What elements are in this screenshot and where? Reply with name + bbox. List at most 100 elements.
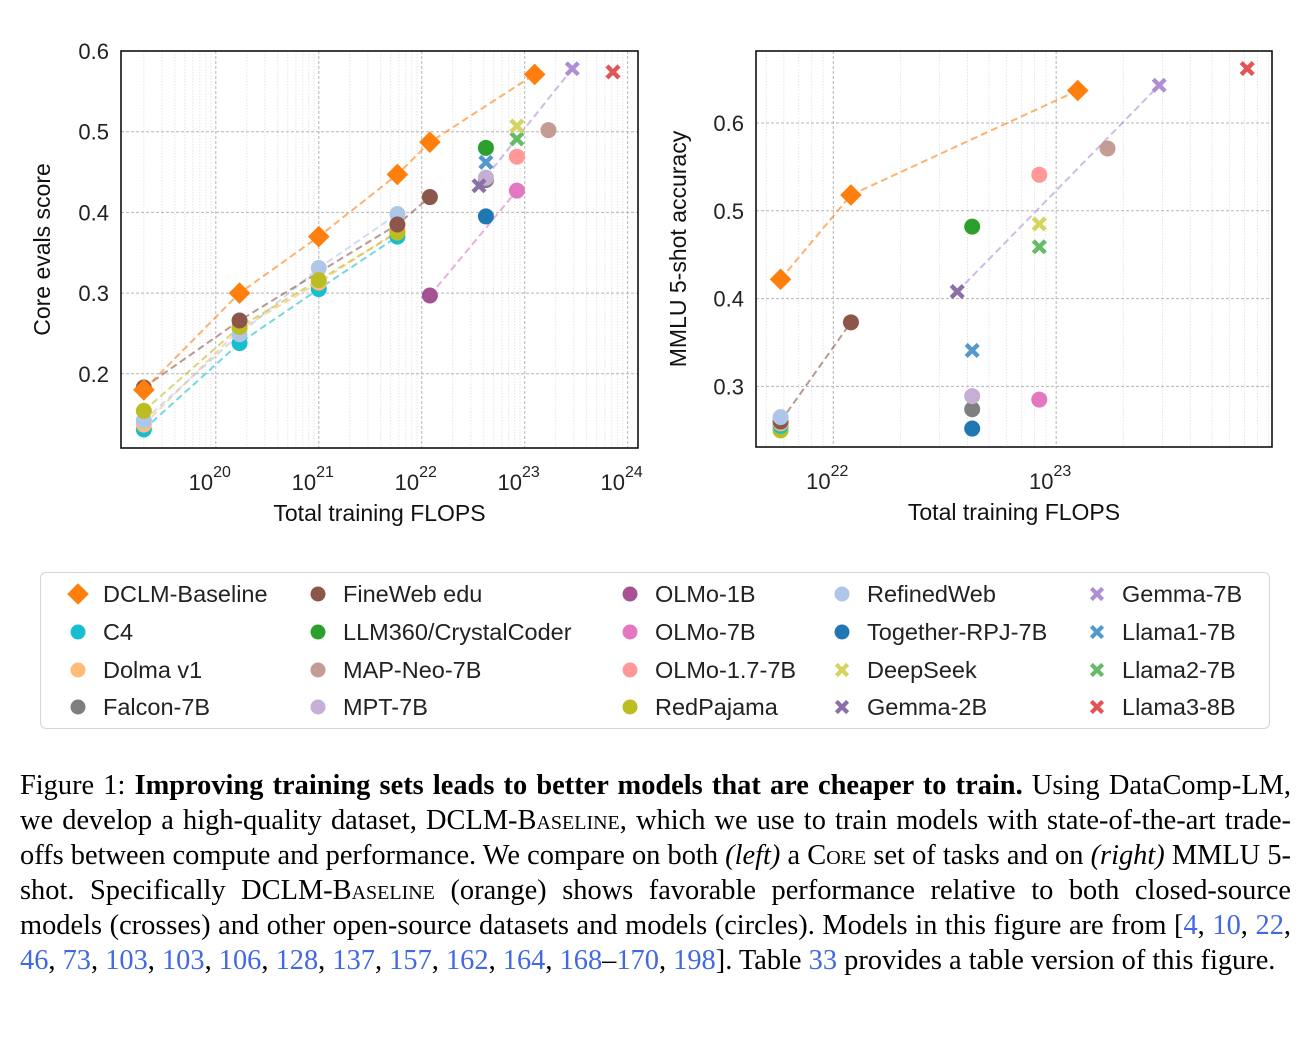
chart-right: 0.3 0.4 0.5 0.6 1022 1023 Total training FLOPS… — [665, 50, 1273, 525]
circle-marker — [834, 586, 850, 602]
circle-marker-icon — [834, 586, 850, 602]
legend-label: MAP-Neo-7B — [343, 656, 482, 683]
x-tick-label: 1020 — [189, 464, 231, 495]
citation-link[interactable]: 162 — [445, 945, 489, 976]
citation-link[interactable]: 128 — [275, 945, 319, 976]
citation-link[interactable]: 157 — [389, 945, 432, 976]
plot-frame — [755, 50, 1273, 448]
citation-link[interactable]: 73 — [62, 945, 91, 976]
x-marker-icon — [834, 699, 850, 715]
point-mpt-7b — [964, 388, 981, 405]
citation-link[interactable]: 170 — [616, 945, 659, 976]
legend-item-olmo-7b: OLMo-7B — [617, 617, 756, 647]
circle-marker-icon — [310, 624, 326, 640]
legend-label: Llama3-8B — [1122, 693, 1236, 720]
legend-item-fineweb-edu: FineWeb edu — [305, 579, 482, 609]
legend-label: Llama2-7B — [1122, 656, 1236, 683]
caption-text: , — [1240, 910, 1256, 941]
x-tick-label: 1023 — [498, 464, 540, 495]
x-marker-icon — [1089, 586, 1105, 602]
circle-marker-icon — [310, 662, 326, 678]
legend-label: LLM360/CrystalCoder — [343, 618, 572, 645]
caption-text: , — [90, 945, 106, 976]
point-dclm-baseline — [228, 282, 251, 304]
point-together-rpj-7b — [477, 208, 494, 225]
point-dclm-baseline — [1066, 79, 1089, 102]
y-tick-label: 0.5 — [713, 199, 744, 224]
y-tick-label: 0.6 — [713, 111, 744, 136]
point-fineweb-edu — [842, 314, 859, 331]
series-markers — [133, 61, 621, 438]
legend-item-dclm-baseline: DCLM-Baseline — [65, 579, 268, 609]
citation-link[interactable]: 22 — [1255, 910, 1284, 941]
caption-text: , — [261, 945, 276, 976]
point-llama3-8b — [605, 64, 621, 80]
circle-marker — [70, 662, 86, 678]
point-olmo-1b — [421, 287, 438, 304]
line-fineweb-edu — [143, 196, 431, 389]
circle-marker-icon — [622, 586, 638, 602]
point-dclm-baseline — [133, 379, 155, 401]
legend-label: DCLM-Baseline — [103, 580, 268, 607]
x-marker-icon — [1089, 662, 1105, 678]
citation-link[interactable]: 106 — [218, 945, 262, 976]
point-olmo-1-7-7b — [1031, 166, 1048, 183]
point-fineweb-edu — [389, 216, 406, 233]
circle-marker — [622, 699, 638, 715]
point-fineweb-edu — [231, 312, 248, 329]
figure-caption: Figure 1: Improving training sets leads … — [20, 768, 1291, 978]
legend-item-together-rpj-7b: Together-RPJ-7B — [829, 617, 1047, 647]
caption-text: , — [1283, 910, 1291, 941]
point-llm360-crystalcoder — [964, 218, 981, 235]
caption-text: set of tasks and on — [866, 840, 1091, 871]
y-axis-label: MMLU 5-shot accuracy — [665, 130, 691, 367]
grid — [121, 51, 638, 448]
point-dclm-baseline — [419, 131, 441, 153]
legend-label: Together-RPJ-7B — [867, 618, 1048, 645]
point-deepseek — [1031, 216, 1047, 232]
caption-text: (right) — [1090, 840, 1165, 871]
legend: DCLM-Baseline C4 Dolma v1 Falcon-7B FineWeb … — [40, 572, 1270, 729]
citation-link[interactable]: 168 — [559, 945, 603, 976]
point-llama3-8b — [1239, 61, 1255, 77]
legend-item-llama3-8b: Llama3-8B — [1084, 692, 1236, 722]
x-tick-label: 1022 — [806, 463, 848, 494]
x-tick-label: 1023 — [1029, 463, 1071, 494]
x-marker — [1089, 586, 1105, 602]
line-dclm-baseline — [779, 89, 1079, 280]
legend-item-falcon-7b: Falcon-7B — [65, 692, 210, 722]
point-gemma-2b — [471, 178, 487, 194]
legend-label: OLMo-1.7-7B — [655, 656, 797, 683]
legend-label: Dolma v1 — [103, 656, 203, 683]
caption-text: – — [602, 945, 617, 976]
citation-link[interactable]: 33 — [808, 945, 838, 976]
legend-label: Llama1-7B — [1122, 618, 1236, 645]
circle-marker-icon — [622, 699, 638, 715]
citation-link[interactable]: 164 — [502, 945, 546, 976]
point-dclm-baseline — [769, 268, 792, 291]
citation-link[interactable]: 137 — [332, 945, 375, 976]
citation-link[interactable]: 103 — [161, 945, 205, 976]
legend-item-llm360-crystalcoder: LLM360/CrystalCoder — [305, 617, 572, 647]
legend-item-deepseek: DeepSeek — [829, 655, 977, 685]
citation-link[interactable]: 10 — [1212, 910, 1241, 941]
citation-link[interactable]: 103 — [105, 945, 148, 976]
caption-text: provides a table version of this figure. — [837, 945, 1276, 976]
circle-marker — [310, 624, 326, 640]
y-tick-label: 0.3 — [78, 281, 109, 306]
point-redpajama — [135, 402, 152, 419]
x-tick-label: 1022 — [395, 464, 437, 495]
caption-text: Core — [807, 840, 867, 871]
citation-link[interactable]: 4 — [1183, 910, 1198, 941]
citation-link[interactable]: 198 — [673, 945, 716, 976]
point-fineweb-edu — [421, 189, 438, 206]
point-dclm-baseline — [840, 184, 862, 206]
caption-text: , — [658, 945, 674, 976]
diamond-marker — [67, 583, 89, 605]
citation-link[interactable]: 46 — [20, 945, 49, 976]
point-dclm-baseline — [307, 225, 330, 248]
point-llama2-7b — [1031, 239, 1047, 255]
circle-marker — [622, 586, 638, 602]
x-tick-label: 1024 — [601, 464, 643, 495]
x-marker-icon — [1089, 624, 1105, 640]
